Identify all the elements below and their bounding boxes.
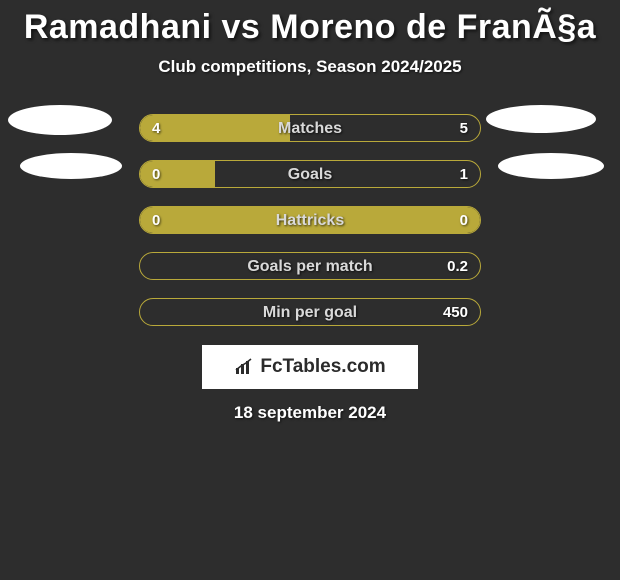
stat-row: 45Matches	[0, 105, 620, 151]
value-left: 4	[152, 115, 160, 142]
site-logo: FcTables.com	[234, 356, 385, 378]
stat-row: 450Min per goal	[0, 289, 620, 335]
stat-label: Goals per match	[140, 253, 480, 280]
stat-row: 01Goals	[0, 151, 620, 197]
comparison-chart: 45Matches01Goals00Hattricks0.2Goals per …	[0, 105, 620, 335]
stat-row: 00Hattricks	[0, 197, 620, 243]
bar-track: 45Matches	[139, 114, 481, 142]
bar-track: 0.2Goals per match	[139, 252, 481, 280]
bar-track: 00Hattricks	[139, 206, 481, 234]
stat-row: 0.2Goals per match	[0, 243, 620, 289]
bar-track: 01Goals	[139, 160, 481, 188]
value-right: 1	[460, 161, 468, 188]
logo-text: FcTables.com	[260, 356, 385, 378]
value-right: 450	[443, 299, 468, 326]
logo-box: FcTables.com	[202, 345, 418, 389]
value-right: 0	[460, 207, 468, 234]
value-right: 5	[460, 115, 468, 142]
date-caption: 18 september 2024	[0, 403, 620, 423]
bar-track: 450Min per goal	[139, 298, 481, 326]
bar-fill	[140, 207, 480, 233]
page-title: Ramadhani vs Moreno de FranÃ§a	[0, 0, 620, 47]
subtitle: Club competitions, Season 2024/2025	[0, 57, 620, 77]
value-left: 0	[152, 161, 160, 188]
stat-label: Min per goal	[140, 299, 480, 326]
bar-chart-icon	[234, 358, 256, 376]
bar-fill	[140, 115, 290, 141]
value-left: 0	[152, 207, 160, 234]
value-right: 0.2	[447, 253, 468, 280]
